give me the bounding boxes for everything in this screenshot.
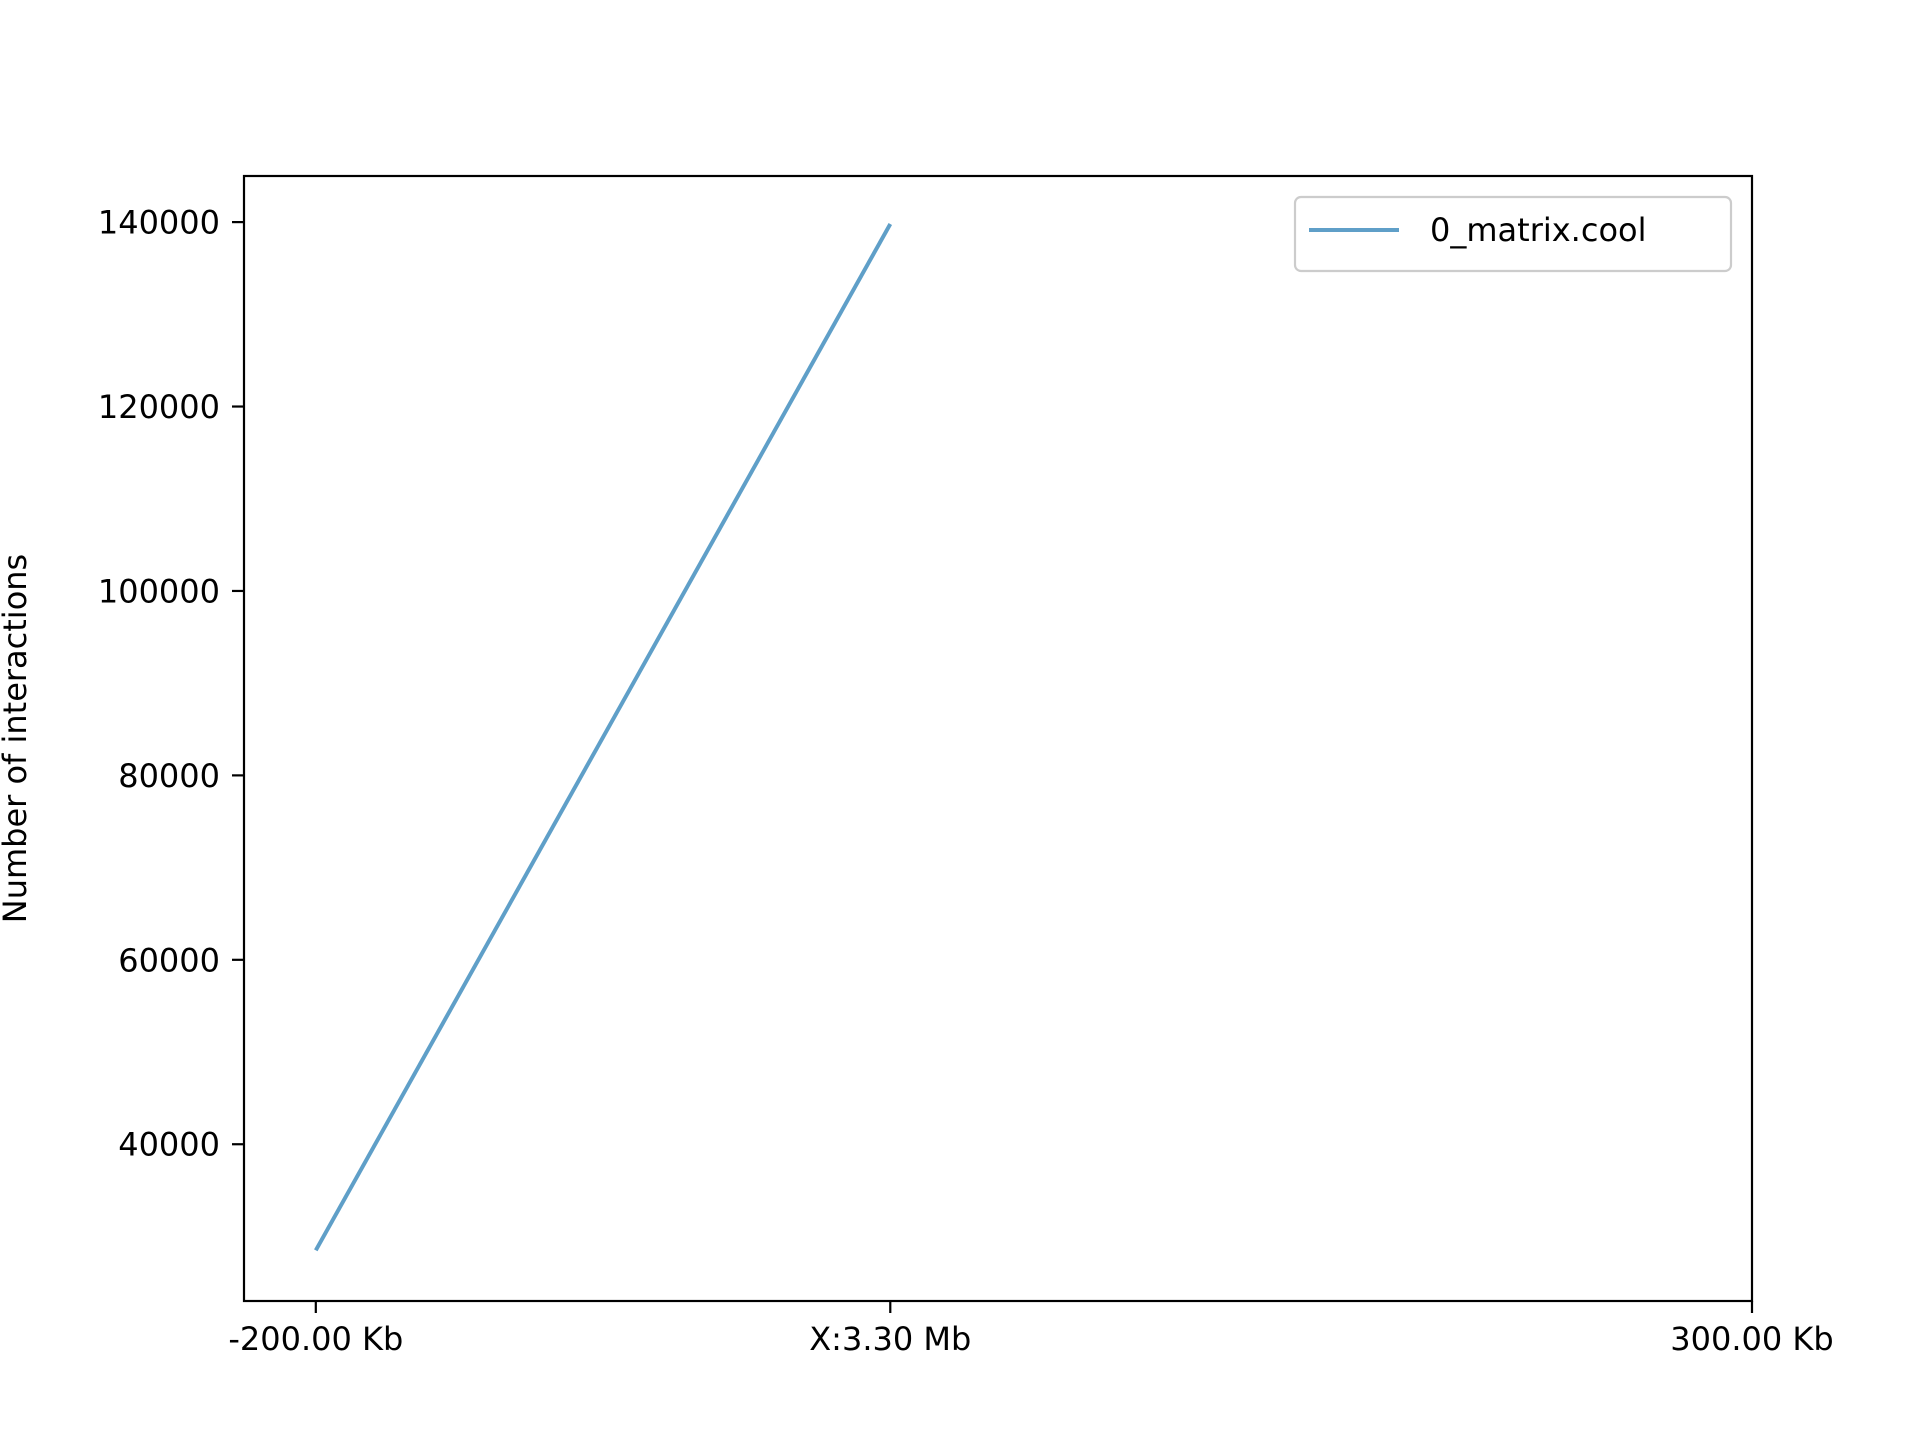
x-axis-ticks: -200.00 Kb X:3.30 Mb 300.00 Kb bbox=[228, 1301, 1834, 1358]
x-tick-label: X:3.30 Mb bbox=[809, 1320, 971, 1358]
legend: 0_matrix.cool bbox=[1293, 195, 1733, 273]
legend-label: 0_matrix.cool bbox=[1430, 211, 1646, 249]
y-tick-label: 140000 bbox=[98, 204, 220, 242]
y-tick-label: 100000 bbox=[98, 572, 220, 610]
x-tick-label: -200.00 Kb bbox=[228, 1320, 403, 1358]
series-line-0-matrix-cool bbox=[314, 223, 893, 1252]
x-tick-label: 300.00 Kb bbox=[1670, 1320, 1833, 1358]
legend-box bbox=[1293, 195, 1733, 273]
y-tick-label: 40000 bbox=[118, 1126, 220, 1164]
y-tick-label: 80000 bbox=[118, 757, 220, 795]
plot-frame bbox=[242, 174, 1754, 1303]
y-tick-label: 120000 bbox=[98, 388, 220, 426]
series-layer bbox=[314, 223, 893, 1252]
y-axis-label: Number of interactions bbox=[0, 554, 34, 923]
y-axis-ticks: 40000 60000 80000 100000 120000 140000 bbox=[98, 204, 244, 1164]
y-tick-label: 60000 bbox=[118, 941, 220, 979]
